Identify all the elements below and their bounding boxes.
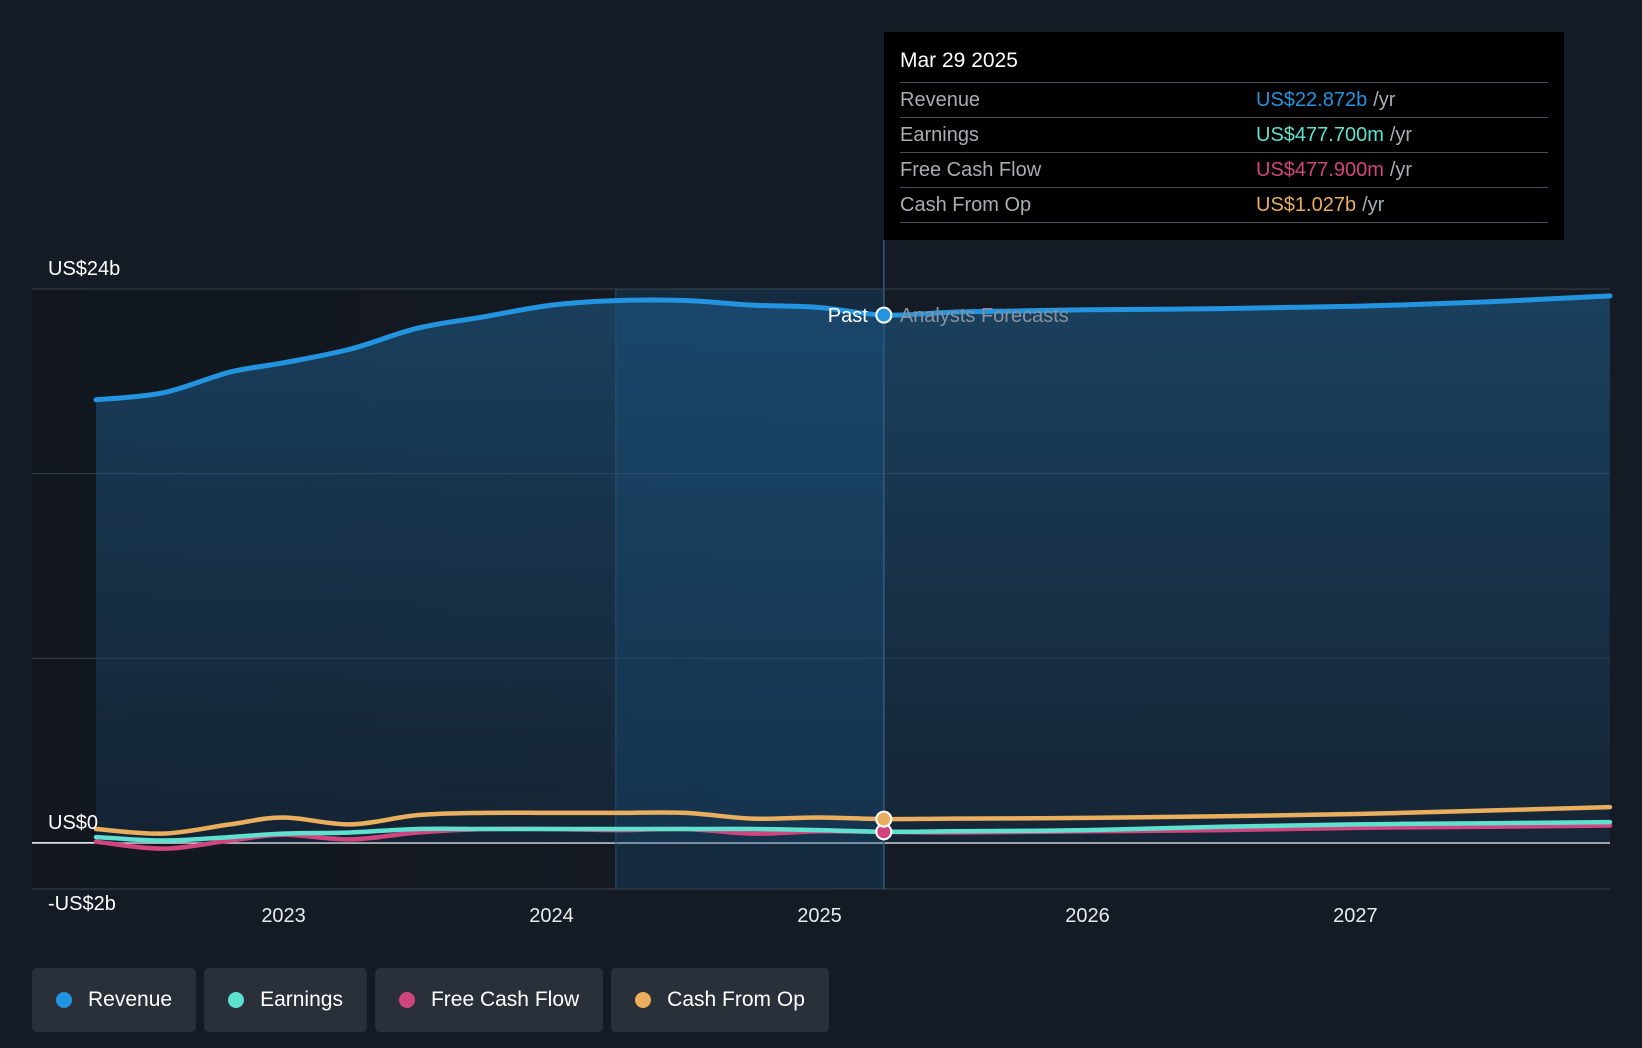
series-line-revenue [93, 293, 1613, 403]
tooltip-label: Earnings [900, 124, 979, 146]
legend-dot-icon [635, 992, 652, 1008]
revenue-area [96, 295, 1610, 843]
series-line-earnings [93, 819, 1613, 843]
tooltip-unit: /yr [1373, 89, 1396, 111]
legend-label: Earnings [260, 988, 343, 1011]
series-line-cash-from-op [93, 804, 1613, 836]
x-tick-label: 2023 [261, 905, 306, 927]
tooltip-row-revenue: Revenue US$22.872b /yr [900, 83, 1548, 118]
analysts-forecasts-label: Analysts Forecasts [900, 305, 1069, 327]
tooltip-unit: /yr [1389, 124, 1413, 146]
x-tick-label: 2024 [529, 905, 574, 927]
tooltip-row-cash-from-op: Cash From Op US$1.027b /yr [900, 188, 1548, 223]
tooltip-label: Free Cash Flow [900, 159, 1042, 181]
tooltip-panel: Mar 29 2025 Revenue US$22.872b /yr Earni… [884, 32, 1564, 240]
legend-dot-icon [56, 992, 72, 1008]
marker-revenue [875, 306, 893, 324]
legend-item-free-cash-flow[interactable]: Free Cash Flow [374, 968, 604, 1032]
tooltip-value: US$477.700m [1256, 124, 1384, 146]
legend: Revenue Earnings Free Cash Flow Cash Fro… [32, 968, 829, 1032]
y-tick-label: -US$2b [48, 893, 116, 915]
legend-item-cash-from-op[interactable]: Cash From Op [611, 968, 829, 1032]
tooltip-unit: /yr [1389, 159, 1413, 181]
tooltip-row-free-cash-flow: Free Cash Flow US$477.900m /yr [900, 153, 1548, 188]
y-tick-label: US$0 [48, 812, 98, 834]
legend-label: Cash From Op [667, 988, 805, 1011]
tooltip-date: Mar 29 2025 [900, 46, 1548, 83]
x-tick-label: 2025 [797, 905, 842, 927]
legend-label: Revenue [88, 988, 173, 1011]
tooltip-value: US$1.027b [1256, 194, 1357, 216]
tooltip-value: US$22.872b [1256, 89, 1368, 111]
y-tick-label: US$24b [48, 258, 120, 280]
highlight-band [615, 289, 884, 889]
legend-item-revenue[interactable]: Revenue [32, 968, 197, 1032]
x-tick-label: 2027 [1333, 905, 1378, 927]
legend-dot-icon [228, 992, 245, 1008]
tooltip-unit: /yr [1362, 194, 1385, 216]
legend-label: Free Cash Flow [430, 988, 580, 1011]
tooltip-label: Revenue [900, 89, 981, 111]
marker-cash-from-op [875, 810, 893, 828]
tooltip-value: US$477.900m [1256, 159, 1384, 181]
tooltip-row-earnings: Earnings US$477.700m /yr [900, 118, 1548, 153]
x-tick-label: 2026 [1065, 905, 1110, 927]
tooltip-label: Cash From Op [900, 194, 1032, 216]
legend-item-earnings[interactable]: Earnings [204, 968, 367, 1032]
past-label: Past [828, 305, 868, 327]
legend-dot-icon [398, 992, 415, 1008]
